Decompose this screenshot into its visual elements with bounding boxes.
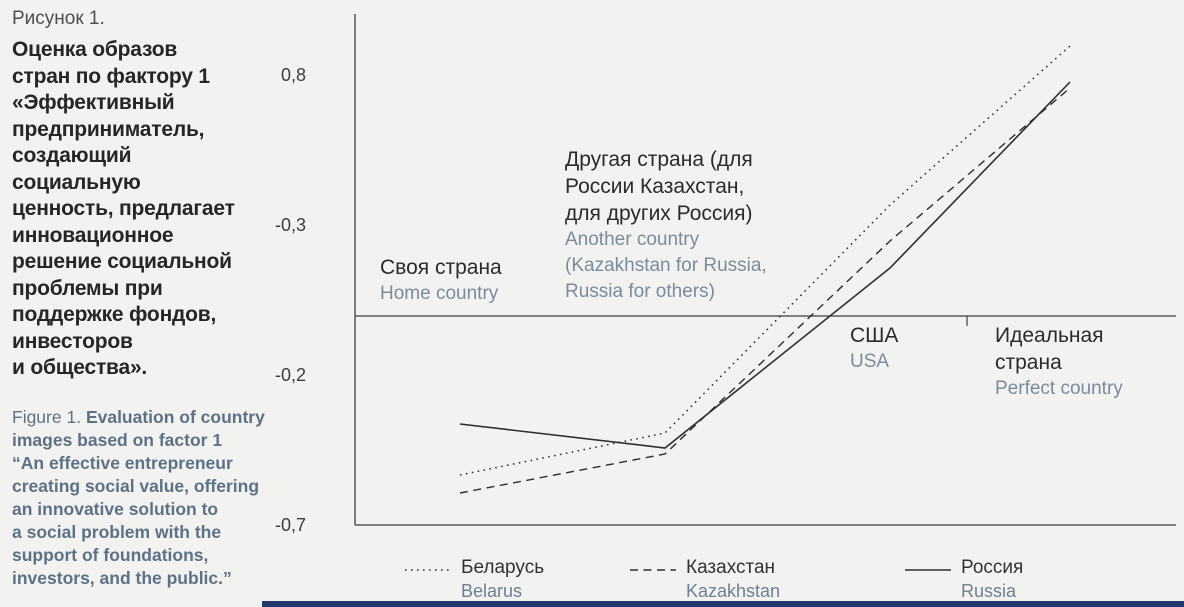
belarus-line-sample-icon xyxy=(405,569,451,571)
legend-label-en: Kazakhstan xyxy=(686,581,781,601)
category-label-en: USA xyxy=(850,351,890,372)
category-label-perfect-country: Идеальная страна Perfect country xyxy=(995,322,1145,402)
figure-label-en: Figure 1. xyxy=(12,406,82,427)
category-label-en: Another country (Kazakhstan for Russia, Ru… xyxy=(565,229,767,302)
category-label-ru: Другая страна (для России Казахстан, для д… xyxy=(565,148,753,225)
legend-item-russia: Россия Russia xyxy=(905,556,1023,602)
y-tick-label: -0,7 xyxy=(274,515,306,535)
y-tick-label: -0,2 xyxy=(274,365,306,385)
legend-label-en: Russia xyxy=(961,581,1017,601)
figure-title-ru: Оценка образов стран по фактору 1 «Эффекти… xyxy=(12,38,235,379)
y-tick-label: 0,8 xyxy=(280,65,306,85)
legend-label-ru: Казахстан xyxy=(686,557,776,578)
legend-label-ru: Россия xyxy=(961,557,1024,578)
kazakhstan-line-sample-icon xyxy=(630,569,676,571)
figure-title-en-body: images based on factor 1 “An effective en… xyxy=(12,429,260,588)
series-line-russia xyxy=(459,81,1071,449)
category-label-home-country: Своя страна Home country xyxy=(380,254,502,307)
caption-block: Рисунок 1. Оценка образов стран по фактор… xyxy=(12,8,304,590)
figure-title-en-lead: Evaluation of country xyxy=(85,406,265,427)
bottom-accent-bar xyxy=(262,601,1184,607)
category-label-en: Home country xyxy=(380,283,499,304)
legend-item-belarus: Беларусь Belarus xyxy=(405,556,544,602)
legend-label-en: Belarus xyxy=(461,581,523,601)
figure-caption-en: Figure 1. Evaluation of country images b… xyxy=(12,406,304,590)
category-label-ru: Своя страна xyxy=(380,256,502,279)
y-tick-label: -0,3 xyxy=(274,215,306,235)
legend-item-kazakhstan: Казахстан Kazakhstan xyxy=(630,556,780,602)
category-label-ru: США xyxy=(850,324,899,347)
category-label-usa: США USA xyxy=(850,322,898,375)
category-label-another-country: Другая страна (для России Казахстан, для д… xyxy=(565,146,850,305)
category-label-ru: Идеальная страна xyxy=(995,324,1104,374)
series-line-kazakhstan xyxy=(459,87,1071,494)
category-label-en: Perfect country xyxy=(995,378,1123,399)
figure-label-ru: Рисунок 1. xyxy=(12,8,105,29)
legend-label-ru: Беларусь xyxy=(461,557,545,578)
russia-line-sample-icon xyxy=(905,569,951,571)
